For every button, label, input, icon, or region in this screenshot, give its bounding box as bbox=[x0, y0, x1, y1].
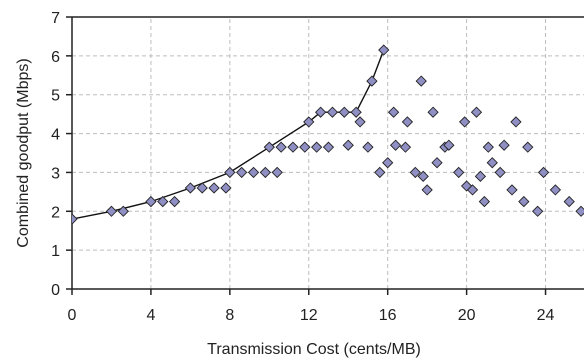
axes bbox=[66, 16, 584, 295]
x-axis-label: Transmission Cost (cents/MB) bbox=[207, 341, 421, 358]
y-tick-label: 6 bbox=[51, 49, 60, 66]
y-tick-label: 4 bbox=[51, 127, 60, 144]
data-point bbox=[105, 205, 118, 217]
data-point bbox=[401, 116, 414, 128]
data-point bbox=[263, 141, 275, 153]
data-point bbox=[387, 106, 400, 118]
data-point bbox=[311, 141, 323, 153]
data-point bbox=[303, 116, 315, 128]
data-point bbox=[537, 166, 550, 179]
y-tick-label: 2 bbox=[51, 204, 60, 221]
data-point bbox=[563, 195, 575, 208]
data-point bbox=[427, 106, 439, 118]
data-point bbox=[145, 195, 157, 208]
data-point bbox=[366, 75, 378, 87]
data-point bbox=[287, 141, 299, 153]
data-point bbox=[72, 213, 78, 225]
data-point bbox=[338, 106, 350, 118]
data-point bbox=[220, 182, 232, 194]
plot-area bbox=[72, 44, 584, 225]
data-point bbox=[389, 139, 402, 151]
x-tick-label: 20 bbox=[458, 307, 476, 324]
data-point bbox=[271, 166, 283, 179]
x-tick-label: 16 bbox=[379, 307, 397, 324]
data-point bbox=[453, 166, 465, 179]
data-point bbox=[382, 157, 394, 169]
data-point bbox=[259, 166, 271, 179]
x-tick-label: 8 bbox=[225, 307, 234, 324]
data-point bbox=[421, 184, 433, 196]
data-point bbox=[443, 139, 455, 151]
data-point bbox=[494, 166, 506, 179]
frontier-line bbox=[72, 49, 385, 220]
y-tick-label: 7 bbox=[51, 10, 60, 27]
data-point bbox=[417, 170, 429, 182]
y-axis-label: Combined goodput (Mbps) bbox=[15, 58, 32, 247]
data-point bbox=[326, 106, 339, 118]
x-tick-label: 12 bbox=[300, 307, 318, 324]
data-point bbox=[247, 166, 260, 179]
data-point bbox=[470, 106, 483, 118]
y-tick-label: 3 bbox=[51, 165, 60, 182]
data-point bbox=[459, 116, 471, 128]
data-point bbox=[498, 139, 510, 151]
data-point bbox=[478, 195, 491, 208]
data-point bbox=[236, 166, 248, 179]
data-point bbox=[482, 141, 494, 153]
data-point bbox=[208, 182, 220, 194]
data-point bbox=[362, 141, 374, 153]
data-point bbox=[399, 141, 412, 153]
data-point bbox=[117, 205, 129, 217]
data-point bbox=[532, 205, 544, 217]
data-point bbox=[168, 195, 181, 208]
y-tick-label: 1 bbox=[51, 243, 60, 260]
x-tick-label: 24 bbox=[537, 307, 555, 324]
data-point bbox=[184, 182, 197, 194]
data-point bbox=[196, 182, 208, 194]
data-point bbox=[486, 157, 498, 169]
grid-lines bbox=[72, 16, 584, 289]
data-point bbox=[354, 116, 366, 128]
data-point bbox=[299, 141, 311, 153]
data-point bbox=[506, 184, 518, 196]
data-point bbox=[466, 184, 479, 196]
data-point bbox=[518, 195, 530, 208]
y-tick-label: 5 bbox=[51, 88, 60, 105]
x-tick-label: 0 bbox=[68, 307, 77, 324]
x-tick-label: 4 bbox=[146, 307, 155, 324]
data-point bbox=[409, 166, 421, 179]
data-point bbox=[522, 141, 534, 153]
data-point bbox=[322, 141, 335, 153]
data-point bbox=[378, 44, 390, 56]
data-point bbox=[342, 139, 354, 151]
data-point bbox=[474, 170, 487, 182]
data-point bbox=[157, 195, 169, 208]
data-point bbox=[415, 75, 427, 87]
data-point bbox=[575, 205, 584, 217]
y-tick-label: 0 bbox=[51, 282, 60, 299]
data-points bbox=[72, 44, 584, 225]
data-point bbox=[314, 106, 327, 118]
data-point bbox=[275, 141, 287, 153]
data-point bbox=[510, 116, 522, 128]
data-point bbox=[431, 157, 443, 169]
data-point bbox=[549, 184, 562, 196]
data-point bbox=[374, 166, 386, 179]
data-point bbox=[350, 106, 362, 118]
data-point bbox=[224, 166, 236, 179]
